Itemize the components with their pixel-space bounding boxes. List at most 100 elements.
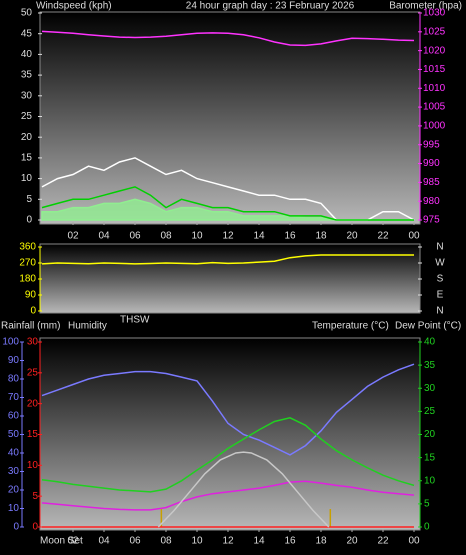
legend-temperature: Temperature (°C) bbox=[312, 321, 389, 332]
x-tick-label: 06 bbox=[129, 536, 141, 547]
y-tick-label: 35 bbox=[21, 70, 33, 81]
x-tick-label: 00 bbox=[408, 536, 420, 547]
legend-rain: Rainfall (mm) bbox=[1, 321, 60, 332]
y-tick-label: 25 bbox=[21, 111, 33, 122]
y-tick-label: 5 bbox=[26, 194, 32, 205]
y-tick-label: 1015 bbox=[423, 64, 446, 75]
y-tick-label: N bbox=[436, 306, 443, 317]
y-label: Windspeed (kph) bbox=[36, 1, 112, 12]
x-tick-label: 00 bbox=[408, 231, 420, 242]
y-tick-label: 35 bbox=[424, 360, 436, 371]
x-tick-label: 22 bbox=[377, 231, 389, 242]
y-tick-label: 180 bbox=[19, 274, 36, 285]
x-tick-label: 16 bbox=[284, 536, 296, 547]
y-tick-label: 1030 bbox=[423, 8, 446, 19]
y-tick-label: 30 bbox=[21, 90, 33, 101]
line bbox=[41, 417, 415, 493]
x-tick-label: 06 bbox=[129, 231, 141, 242]
x-tick-label: 02 bbox=[67, 231, 79, 242]
x-tick-label: 12 bbox=[222, 536, 234, 547]
x-tick-label: 14 bbox=[253, 231, 265, 242]
legend-humidity: Humidity bbox=[68, 321, 107, 332]
y-tick-label: 100 bbox=[2, 337, 19, 348]
line bbox=[41, 30, 415, 47]
y-tick-label: S bbox=[437, 274, 444, 285]
y-tick-label: 40 bbox=[424, 337, 436, 348]
x-tick-label: 04 bbox=[98, 536, 110, 547]
y-tick-label: 25 bbox=[424, 406, 436, 417]
chart-title: 24 hour graph day : 23 February 2026 bbox=[186, 1, 355, 12]
y-tick-label: 1020 bbox=[423, 45, 446, 56]
x-tick-label: 22 bbox=[377, 536, 389, 547]
x-tick-label: 16 bbox=[284, 231, 296, 242]
y-tick-label: 0 bbox=[13, 522, 19, 533]
y-tick-label: 90 bbox=[25, 290, 37, 301]
line bbox=[41, 363, 415, 456]
y-tick-label: 60 bbox=[8, 411, 20, 422]
y-tick-label: 15 bbox=[21, 153, 33, 164]
y-tick-label: N bbox=[436, 242, 443, 253]
y-tick-label: 975 bbox=[423, 215, 440, 226]
y-tick-label: 985 bbox=[423, 177, 440, 188]
y-tick-label: 25 bbox=[27, 367, 39, 378]
y-tick-label: 80 bbox=[8, 374, 20, 385]
y-tick-label: 40 bbox=[21, 49, 33, 60]
line bbox=[157, 451, 330, 528]
y-tick-label: 10 bbox=[8, 503, 20, 514]
y-tick-label: E bbox=[437, 290, 444, 301]
y-tick-label: 5 bbox=[32, 491, 38, 502]
legend-dew-point: Dew Point (°C) bbox=[395, 321, 461, 332]
y-tick-label: 995 bbox=[423, 139, 440, 150]
y-tick-label: 20 bbox=[27, 398, 39, 409]
y-tick-label: 30 bbox=[8, 466, 20, 477]
y-tick-label: 40 bbox=[8, 448, 20, 459]
y-tick-label: 1010 bbox=[423, 83, 446, 94]
x-tick-label: 12 bbox=[222, 231, 234, 242]
x-tick-label: 18 bbox=[315, 536, 327, 547]
panel-temperature bbox=[39, 337, 421, 531]
y-tick-label: 1005 bbox=[423, 102, 446, 113]
line bbox=[41, 186, 414, 221]
y-tick-label: 30 bbox=[424, 383, 436, 394]
y-tick-label: 0 bbox=[32, 522, 38, 533]
y-tick-label: 990 bbox=[423, 158, 440, 169]
y-tick-label: 360 bbox=[19, 242, 36, 253]
y-tick-label: 20 bbox=[21, 132, 33, 143]
x-tick-label: 08 bbox=[160, 536, 172, 547]
y-tick-label: 270 bbox=[19, 258, 36, 269]
thsw-label: THSW bbox=[120, 315, 150, 326]
y-tick-label: 0 bbox=[26, 215, 32, 226]
line bbox=[41, 254, 414, 265]
x-tick-label: 10 bbox=[191, 231, 203, 242]
line bbox=[41, 480, 415, 511]
y-tick-label: 1000 bbox=[423, 121, 446, 132]
y-tick-label: 10 bbox=[424, 475, 436, 486]
y-tick-label: 45 bbox=[21, 28, 33, 39]
x-tick-label: 18 bbox=[315, 231, 327, 242]
y-tick-label: 50 bbox=[8, 429, 20, 440]
x-tick-label: 04 bbox=[98, 231, 110, 242]
y-tick-label: 30 bbox=[27, 337, 39, 348]
y-tick-label: 50 bbox=[21, 8, 33, 19]
x-tick-label: 02 bbox=[67, 536, 79, 547]
x-tick-label: 10 bbox=[191, 536, 203, 547]
y-tick-label: 1025 bbox=[423, 26, 446, 37]
y-tick-label: 980 bbox=[423, 196, 440, 207]
y-tick-label: 20 bbox=[8, 485, 20, 496]
y-tick-label: 15 bbox=[424, 452, 436, 463]
x-tick-label: 08 bbox=[160, 231, 172, 242]
y-tick-label: W bbox=[435, 258, 445, 269]
y-tick-label: 5 bbox=[424, 499, 430, 510]
y-tick-label: 0 bbox=[30, 306, 36, 317]
y-tick-label: 90 bbox=[8, 355, 20, 366]
x-tick-label: 20 bbox=[346, 536, 358, 547]
x-label: Moon Set bbox=[40, 536, 83, 547]
x-tick-label: 14 bbox=[253, 536, 265, 547]
y-tick-label: 20 bbox=[424, 429, 436, 440]
panel-wind bbox=[39, 11, 421, 225]
y-tick-label: 10 bbox=[27, 460, 39, 471]
y-tick-label: 15 bbox=[27, 429, 39, 440]
y-tick-label: 70 bbox=[8, 392, 20, 403]
y-tick-label: 10 bbox=[21, 173, 33, 184]
